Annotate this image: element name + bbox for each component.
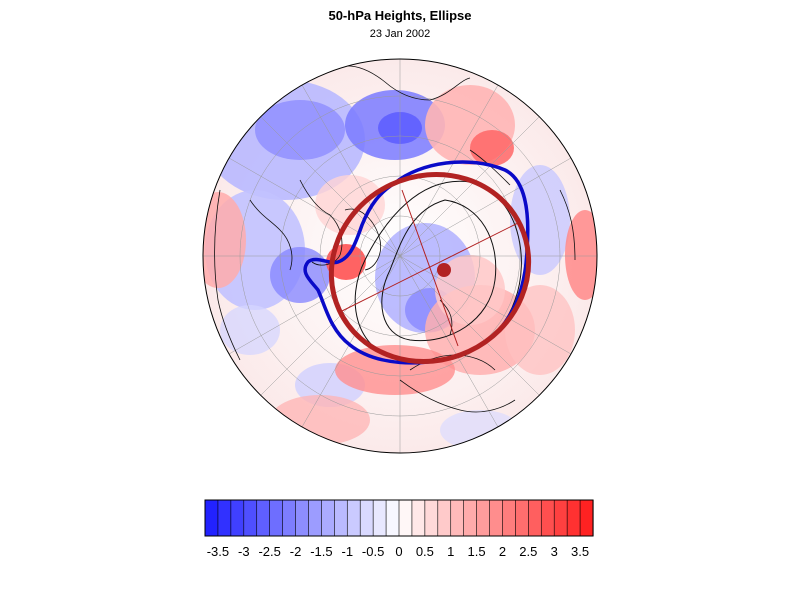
fitted-ellipse xyxy=(328,172,532,364)
colorbar-cell xyxy=(295,499,310,537)
ellipse-center-marker xyxy=(437,263,451,277)
anomaly-negative-blob xyxy=(440,410,520,450)
colorbar-cell xyxy=(502,499,517,537)
colorbar-cell xyxy=(566,499,581,537)
colorbar-cell xyxy=(424,499,439,537)
anomaly-negative-blob xyxy=(255,100,345,160)
colorbar-tick-label: 0 xyxy=(395,544,402,559)
colorbar-cell xyxy=(553,499,568,537)
polar-map xyxy=(202,58,598,454)
colorbar-tick-label: -3 xyxy=(238,544,250,559)
graticule xyxy=(203,59,597,453)
colorbar-cell xyxy=(398,499,413,537)
colorbar-cell xyxy=(515,499,529,537)
colorbar-tick-label: 2.5 xyxy=(519,544,537,559)
anomaly-positive-blob xyxy=(470,130,514,166)
chart-title: 50-hPa Heights, Ellipse xyxy=(328,8,472,23)
colorbar-tick-label: -2.5 xyxy=(258,544,280,559)
colorbar-labels: -3.5 -3 -2.5 -2 -1.5 -1 -0.5 0 0.5 1 1.5 2 2.5 3 3.5 xyxy=(207,544,589,559)
colorbar-cell xyxy=(269,499,284,537)
colorbar-cells xyxy=(204,499,594,537)
colorbar-frame xyxy=(204,499,594,537)
colorbar-cell xyxy=(411,499,426,537)
anomaly-positive-blob xyxy=(270,395,370,445)
colorbar-cell xyxy=(489,499,504,537)
colorbar-cell xyxy=(217,499,232,537)
colorbar-tick-label: -1.5 xyxy=(310,544,332,559)
anomaly-positive-blob xyxy=(315,175,385,235)
colorbar-tick-label: -3.5 xyxy=(207,544,229,559)
colorbar-tick-label: -2 xyxy=(290,544,302,559)
colorbar-cell xyxy=(450,499,465,537)
anomaly-positive-blob xyxy=(505,285,575,375)
colorbar-cell xyxy=(385,499,400,537)
colorbar-cell xyxy=(463,499,478,537)
anomaly-positive-blob xyxy=(335,345,455,395)
colorbar-tick-label: -1 xyxy=(341,544,353,559)
colorbar-tick-label: 3 xyxy=(551,544,558,559)
colorbar-cell xyxy=(437,499,452,537)
colorbar-cell xyxy=(204,499,219,537)
anomaly-positive-blob xyxy=(203,192,246,288)
colorbar-cell xyxy=(528,499,542,537)
colorbar-cell xyxy=(308,499,323,537)
colorbar-cell xyxy=(372,499,387,537)
colorbar-cell xyxy=(282,499,297,537)
colorbar-cell xyxy=(346,499,361,537)
colorbar-cell xyxy=(321,499,335,537)
colorbar-tick-label: 1 xyxy=(447,544,454,559)
vortex-edge-contour xyxy=(303,160,530,365)
colorbar-tick-label: 1.5 xyxy=(468,544,486,559)
ellipse-axes xyxy=(339,189,521,347)
anomaly-positive-blob xyxy=(565,210,597,300)
colorbar-tick-label: 2 xyxy=(499,544,506,559)
colorbar-tick-label: 0.5 xyxy=(416,544,434,559)
colorbar-cell xyxy=(579,499,594,537)
anomaly-positive-blob xyxy=(435,255,505,325)
colorbar-cell xyxy=(359,499,374,537)
colorbar-cell xyxy=(256,499,271,537)
globe-outline xyxy=(202,58,598,454)
colorbar-cell xyxy=(230,499,245,537)
colorbar-tick-label: -0.5 xyxy=(362,544,384,559)
colorbar-cell xyxy=(476,499,491,537)
colorbar-cell xyxy=(243,499,258,537)
anomaly-negative-blob xyxy=(220,305,280,355)
colorbar-tick-label: 3.5 xyxy=(571,544,589,559)
colorbar-cell xyxy=(540,499,555,537)
colorbar-cell xyxy=(334,499,348,537)
chart-subtitle: 23 Jan 2002 xyxy=(369,28,431,40)
